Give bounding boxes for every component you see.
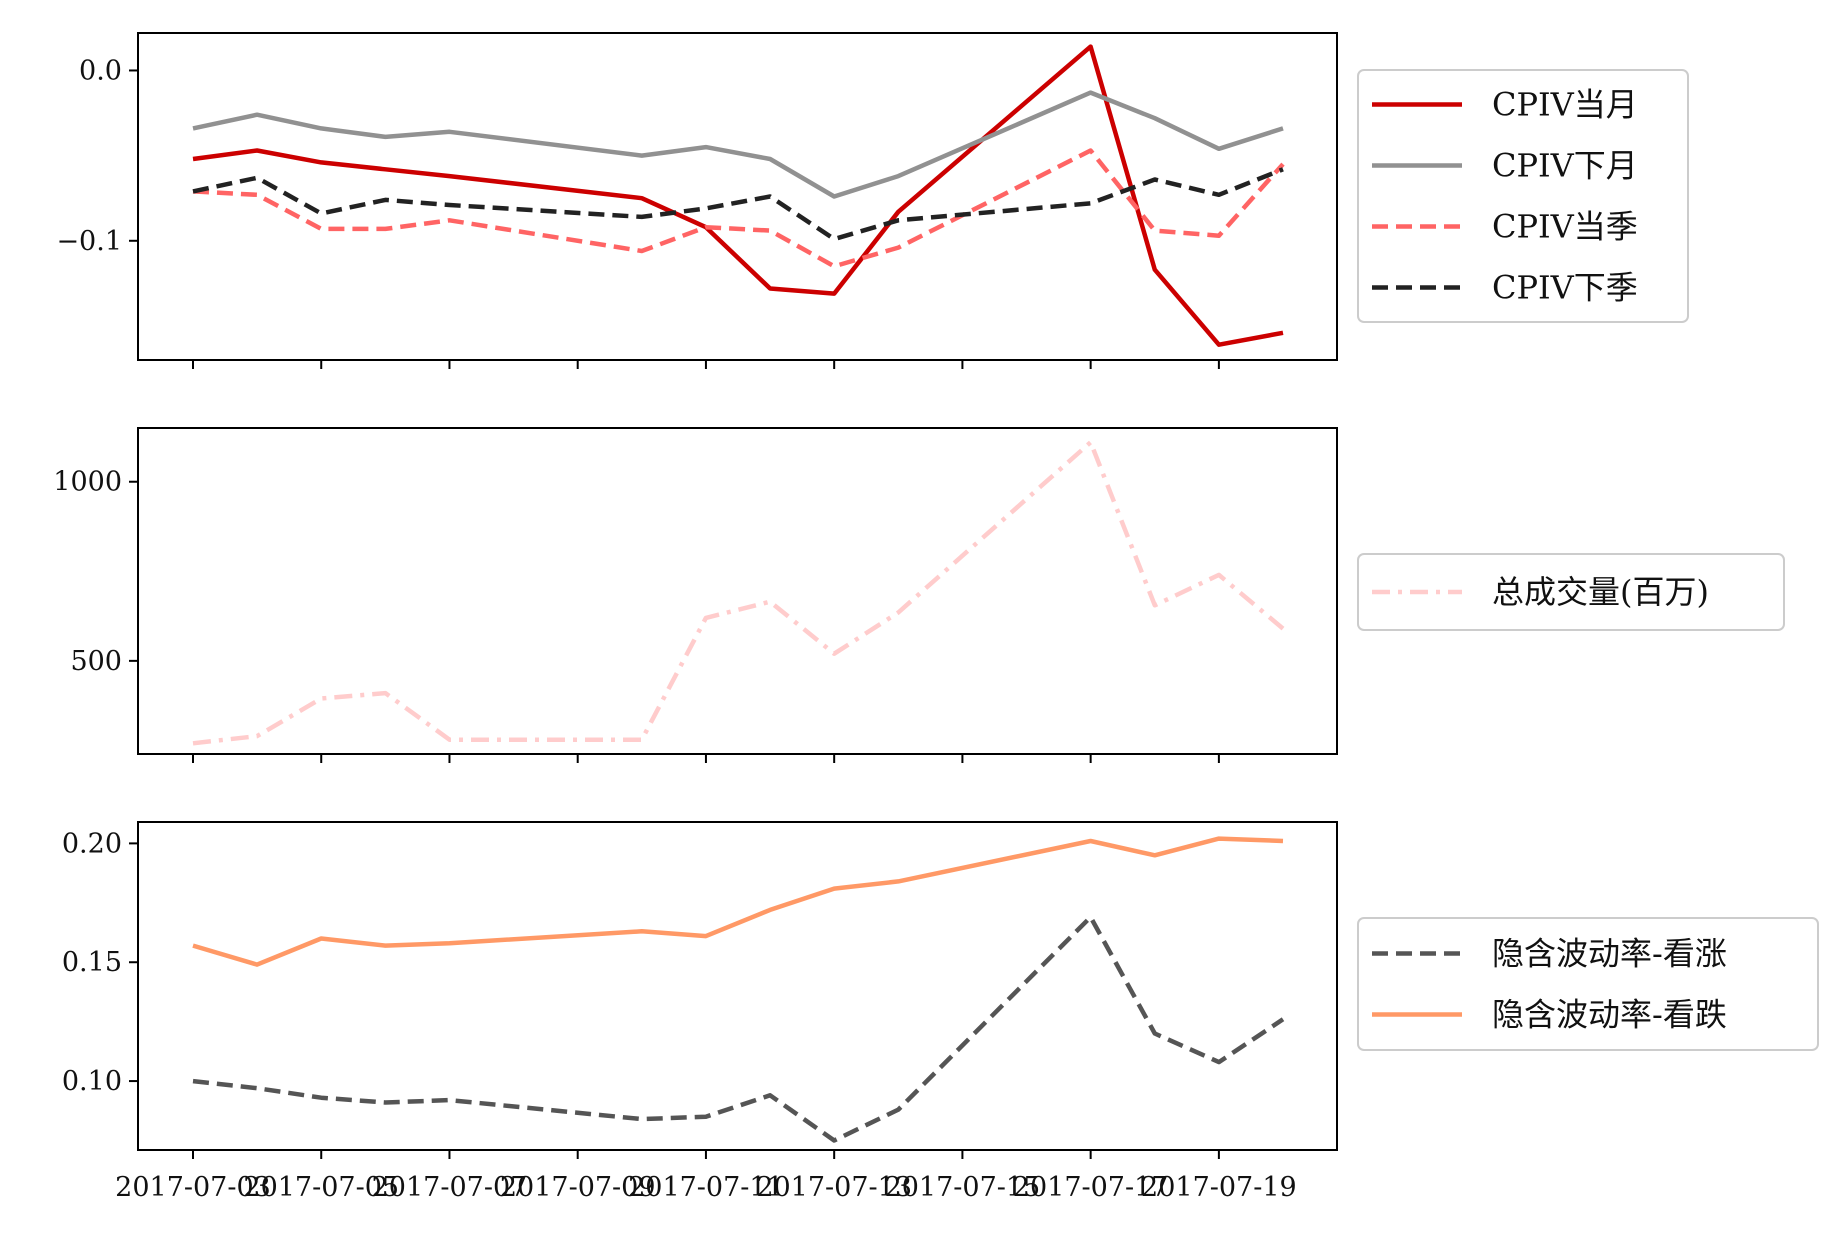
panel-2: 1000 500 总成交量(百万) xyxy=(53,427,1785,763)
legend-box xyxy=(1357,553,1785,631)
legend-box xyxy=(1357,69,1689,323)
axes-frame xyxy=(137,32,1338,361)
series-line-1-4 xyxy=(192,167,1284,242)
y-tick-label: 1000 xyxy=(53,467,122,498)
series-line-1-3 xyxy=(192,148,1285,269)
y-tick-label: 0.15 xyxy=(62,947,122,978)
panel-1: 0.0 −0.1 CPIV当月 CPIV下月 CPIV当季 CPIV下季 xyxy=(56,32,1689,369)
legend-label: CPIV当月 xyxy=(1492,86,1638,124)
x-tick-label: 2017-07-09 xyxy=(500,1172,656,1203)
legend-label: 总成交量(百万) xyxy=(1492,573,1709,611)
axes-frame xyxy=(137,821,1338,1151)
x-tick-label: 2017-07-17 xyxy=(1013,1172,1169,1203)
legend-label: 隐含波动率-看涨 xyxy=(1492,935,1727,973)
x-tick-label: 2017-07-07 xyxy=(372,1172,528,1203)
legend-label: CPIV当季 xyxy=(1492,208,1638,246)
y-tick-label: 0.10 xyxy=(62,1066,122,1097)
series-line-1-1 xyxy=(192,44,1284,347)
legend-label: CPIV下季 xyxy=(1492,269,1638,307)
legend-box xyxy=(1357,917,1819,1051)
legend-label: 隐含波动率-看跌 xyxy=(1492,996,1727,1034)
legend: CPIV当月 CPIV下月 CPIV当季 CPIV下季 xyxy=(1357,69,1689,323)
x-tick-label: 2017-07-19 xyxy=(1141,1172,1297,1203)
x-tick-label: 2017-07-03 xyxy=(115,1172,271,1203)
legend: 总成交量(百万) xyxy=(1357,553,1785,631)
series-line-2-1 xyxy=(192,440,1285,746)
series-line-1-2 xyxy=(192,90,1284,199)
legend-label: CPIV下月 xyxy=(1492,147,1638,185)
y-tick-label: 0.20 xyxy=(62,828,122,859)
x-tick-label: 2017-07-13 xyxy=(756,1172,912,1203)
axes-frame xyxy=(137,427,1338,755)
series-line-3-1 xyxy=(192,914,1285,1143)
series-line-3-2 xyxy=(192,836,1284,967)
y-tick-label: −0.1 xyxy=(56,226,122,257)
x-tick-label: 2017-07-05 xyxy=(243,1172,399,1203)
x-tick-label: 2017-07-15 xyxy=(885,1172,1041,1203)
y-tick-label: 0.0 xyxy=(79,55,122,86)
y-tick-label: 500 xyxy=(70,646,122,677)
x-tick-label: 2017-07-11 xyxy=(628,1172,784,1203)
